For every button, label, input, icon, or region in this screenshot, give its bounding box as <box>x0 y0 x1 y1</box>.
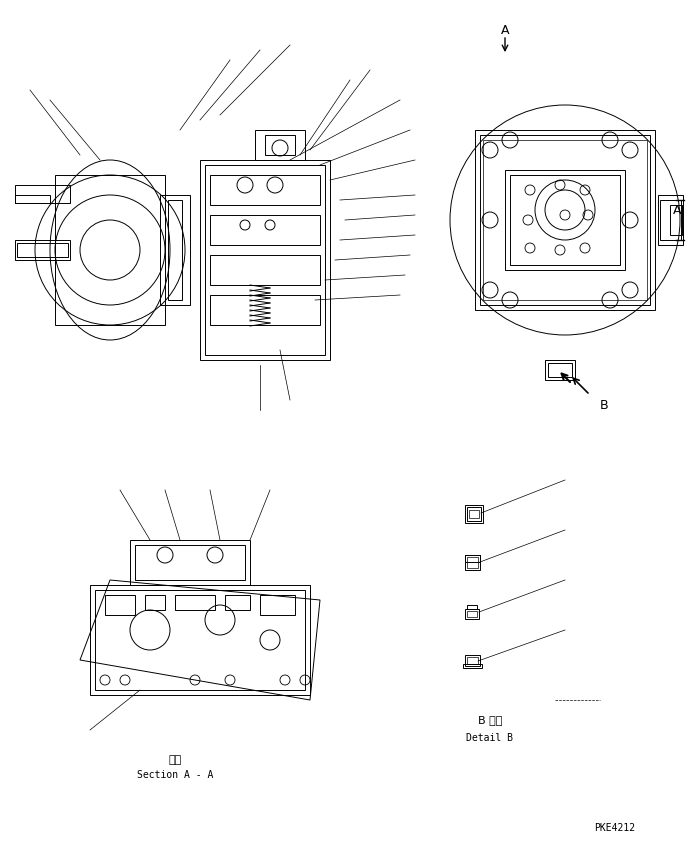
Bar <box>15 185 70 203</box>
Bar <box>55 175 165 325</box>
Bar <box>17 243 68 257</box>
Bar <box>469 510 479 518</box>
Bar <box>670 205 682 235</box>
Bar <box>548 363 572 377</box>
Bar <box>130 540 250 585</box>
Bar <box>105 595 135 615</box>
Bar <box>260 595 295 615</box>
Bar <box>475 130 655 310</box>
Bar <box>465 505 483 523</box>
Bar <box>95 590 305 690</box>
Bar <box>660 200 681 240</box>
Bar <box>467 557 478 568</box>
Bar <box>255 130 305 160</box>
Bar <box>265 135 295 155</box>
Bar <box>465 655 480 666</box>
Bar <box>510 175 620 265</box>
Bar <box>15 195 50 203</box>
Bar <box>505 170 625 270</box>
Text: A: A <box>501 24 509 37</box>
Bar <box>210 215 320 245</box>
Bar <box>467 507 481 521</box>
Bar <box>160 195 190 305</box>
Bar <box>145 595 165 610</box>
Text: A: A <box>672 204 681 216</box>
Text: Detail B: Detail B <box>466 733 513 743</box>
Bar <box>480 135 650 305</box>
Text: B 詳細: B 詳細 <box>477 715 502 725</box>
Bar <box>205 165 325 355</box>
Text: B: B <box>600 398 609 412</box>
Bar <box>15 240 70 260</box>
Bar <box>210 175 320 205</box>
Bar <box>225 595 250 610</box>
Bar <box>465 555 480 570</box>
Bar <box>467 657 478 664</box>
Bar <box>467 605 477 609</box>
Bar <box>545 360 575 380</box>
Text: 断面: 断面 <box>169 755 182 765</box>
Bar <box>210 295 320 325</box>
Bar <box>90 585 310 695</box>
Bar <box>465 609 479 619</box>
Bar <box>168 200 182 300</box>
Bar <box>135 545 245 580</box>
Bar <box>658 195 683 245</box>
Bar <box>467 611 477 617</box>
Text: Section A - A: Section A - A <box>137 770 213 780</box>
Bar <box>210 255 320 285</box>
Text: PKE4212: PKE4212 <box>594 823 635 833</box>
Bar <box>483 140 647 300</box>
Bar <box>200 160 330 360</box>
Bar <box>175 595 215 610</box>
Bar <box>463 664 482 668</box>
Bar <box>465 555 480 562</box>
